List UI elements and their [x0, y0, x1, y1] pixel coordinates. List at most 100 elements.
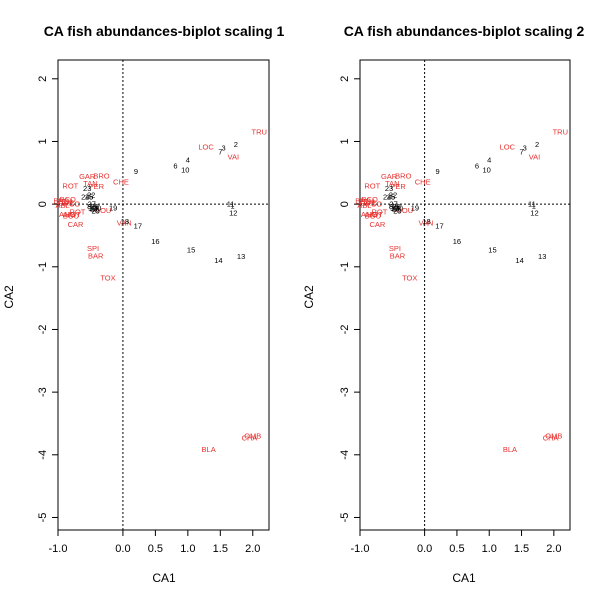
- species-label: BRO: [93, 171, 109, 180]
- site-label: 2: [535, 140, 539, 149]
- site-label: 9: [435, 167, 439, 176]
- species-label: PSO: [366, 200, 382, 209]
- species-label: ABL: [55, 201, 69, 210]
- x-tick-label: 1.0: [180, 543, 195, 555]
- species-label: CHA: [543, 433, 559, 442]
- species-label: ANG: [59, 210, 75, 219]
- species-label: BCO: [60, 195, 76, 204]
- species-label: VAI: [228, 153, 240, 162]
- y-axis-title: CA2: [302, 285, 316, 309]
- site-label: 25: [387, 193, 395, 202]
- species-label: TRU: [553, 127, 568, 136]
- site-label: 3: [221, 144, 225, 153]
- site-label: 30: [390, 204, 398, 213]
- site-label: 27: [389, 200, 397, 209]
- site-label: 26: [393, 202, 401, 211]
- x-tick-label: 1.0: [482, 543, 497, 555]
- y-tick-label: -1: [37, 262, 49, 272]
- y-tick-label: -5: [37, 513, 49, 523]
- x-tick-label: 0.5: [449, 543, 464, 555]
- site-label: 16: [453, 237, 461, 246]
- species-label: BLA: [503, 445, 517, 454]
- site-label: 16: [151, 237, 159, 246]
- site-label: 30: [88, 204, 96, 213]
- species-label: BBO: [355, 196, 371, 205]
- species-label: HOT: [65, 210, 81, 219]
- site-label: 15: [488, 245, 496, 254]
- site-label: 8: [87, 202, 91, 211]
- species-label: TRU: [252, 127, 267, 136]
- site-label: 1: [532, 201, 536, 210]
- x-tick-label: -1.0: [351, 543, 370, 555]
- site-label: 17: [435, 221, 443, 230]
- species-label: VAN: [117, 218, 132, 227]
- x-tick-label: 2.0: [245, 543, 260, 555]
- site-label: 24: [81, 193, 89, 202]
- site-label: 13: [237, 252, 245, 261]
- species-label: LOC: [198, 142, 214, 151]
- species-label: CHE: [113, 178, 129, 187]
- site-label: 14: [515, 256, 523, 265]
- y-tick-label: 0: [339, 201, 351, 207]
- x-tick-label: -1.0: [49, 543, 68, 555]
- x-axis-title: CA1: [452, 571, 476, 585]
- site-label: 6: [173, 161, 177, 170]
- site-label: 8: [389, 202, 393, 211]
- y-tick-label: -4: [339, 450, 351, 460]
- site-label: 14: [214, 256, 222, 265]
- x-tick-label: 2.0: [546, 543, 561, 555]
- species-label: TAN: [83, 179, 97, 188]
- y-tick-label: -2: [339, 325, 351, 335]
- site-label: 1: [231, 201, 235, 210]
- species-label: GAR: [79, 172, 96, 181]
- site-label: 9: [134, 167, 138, 176]
- y-tick-label: -5: [339, 513, 351, 523]
- species-label: OMB: [244, 431, 261, 440]
- site-label: 15: [187, 245, 195, 254]
- species-label: ANG: [361, 210, 377, 219]
- site-label: 23: [83, 184, 91, 193]
- site-label: 29: [393, 206, 401, 215]
- species-label: PER: [390, 182, 406, 191]
- site-label: 7: [218, 147, 222, 156]
- species-label: PER: [89, 182, 105, 191]
- site-label: 18: [422, 217, 430, 226]
- y-tick-label: -4: [37, 450, 49, 460]
- species-label: BRO: [395, 171, 411, 180]
- species-label: PCH: [57, 197, 73, 206]
- species-label: BOU: [365, 211, 381, 220]
- species-label: BLA: [202, 445, 216, 454]
- species-label: GAR: [381, 172, 398, 181]
- species-label: BBO: [53, 196, 69, 205]
- site-label: 7: [519, 147, 523, 156]
- site-label: 29: [91, 206, 99, 215]
- y-tick-label: -2: [37, 325, 49, 335]
- site-label: 23: [385, 184, 393, 193]
- site-label: 19: [411, 203, 419, 212]
- site-label: 28: [391, 203, 399, 212]
- species-label: TAN: [385, 179, 399, 188]
- site-label: 22: [389, 191, 397, 200]
- site-label: 4: [487, 156, 491, 165]
- x-tick-label: 0.0: [115, 543, 130, 555]
- site-label: 2: [234, 140, 238, 149]
- site-label: 10: [181, 166, 189, 175]
- species-label: GRE: [58, 198, 74, 207]
- x-tick-label: 0.0: [417, 543, 432, 555]
- site-label: 21: [392, 205, 400, 214]
- species-label: OMB: [545, 431, 562, 440]
- site-label: 11: [227, 200, 235, 209]
- species-label: SPI: [87, 244, 99, 253]
- species-label: GOU: [396, 206, 413, 215]
- species-label: ROT: [364, 181, 380, 190]
- species-label: ROT: [70, 208, 86, 217]
- species-label: TOX: [100, 273, 115, 282]
- chart-title: CA fish abundances-biplot scaling 1: [44, 23, 285, 39]
- x-axis-title: CA1: [152, 571, 176, 585]
- species-label: BAR: [88, 252, 104, 261]
- species-label: LOC: [500, 142, 516, 151]
- species-label: BOU: [63, 211, 79, 220]
- species-label: ABL: [357, 201, 371, 210]
- y-tick-label: -1: [339, 262, 351, 272]
